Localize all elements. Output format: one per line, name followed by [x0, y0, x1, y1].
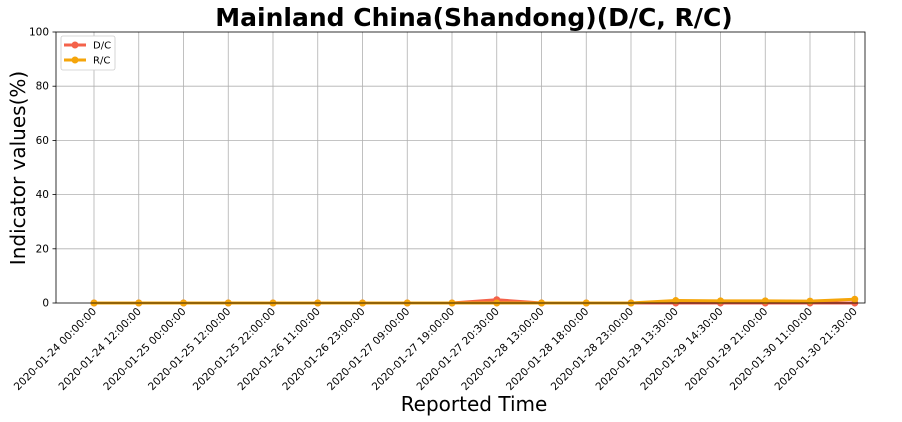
chart-title: Mainland China(Shandong)(D/C, R/C) — [215, 3, 732, 32]
x-tick-label: 2020-01-29 14:30:00 — [638, 306, 725, 393]
plot-frame — [55, 31, 866, 304]
x-tick-label: 2020-01-28 13:00:00 — [459, 306, 546, 393]
legend-label-r-c: R/C — [93, 56, 110, 67]
x-tick-label: 2020-01-28 18:00:00 — [504, 306, 591, 393]
x-tick-label: 2020-01-25 22:00:00 — [191, 306, 278, 393]
x-tick-label: 2020-01-27 20:30:00 — [415, 306, 502, 393]
x-tick-label: 2020-01-29 21:00:00 — [683, 306, 770, 393]
point-r-c — [806, 297, 814, 305]
x-axis-label: Reported Time — [401, 392, 548, 416]
y-tick-label: 40 — [36, 189, 49, 201]
x-tick-label: 2020-01-24 00:00:00 — [12, 306, 99, 393]
point-r-c — [672, 297, 680, 305]
series-group — [90, 295, 859, 307]
point-r-c — [851, 295, 859, 303]
x-tick-label: 2020-01-29 13:30:00 — [594, 306, 681, 393]
y-tick-label: 80 — [36, 81, 49, 93]
y-tick-label: 20 — [36, 243, 49, 255]
legend: D/C R/C — [60, 35, 116, 71]
legend-marker-d-c — [71, 41, 79, 49]
point-r-c — [761, 297, 769, 305]
x-tick-label: 2020-01-26 11:00:00 — [236, 306, 323, 393]
grid — [56, 32, 865, 303]
x-tick-label: 2020-01-30 11:00:00 — [728, 306, 815, 393]
y-tick-label: 0 — [42, 298, 49, 310]
x-tick-label: 2020-01-25 00:00:00 — [101, 306, 188, 393]
y-axis-label: Indicator values(%) — [6, 71, 30, 265]
point-r-c — [717, 297, 724, 305]
x-tick-label: 2020-01-25 12:00:00 — [146, 306, 233, 393]
x-tick-label: 2020-01-28 23:00:00 — [549, 306, 636, 393]
legend-label-d-c: D/C — [93, 41, 111, 52]
y-tick-label: 60 — [36, 135, 49, 147]
x-tick-label: 2020-01-26 23:00:00 — [280, 306, 367, 393]
x-tick-label: 2020-01-30 21:30:00 — [773, 306, 860, 393]
x-tick-label: 2020-01-27 09:00:00 — [325, 306, 412, 393]
x-tick-label: 2020-01-24 12:00:00 — [57, 306, 144, 393]
y-ticks: 0 20 40 60 80 100 — [29, 27, 56, 310]
y-tick-label: 100 — [29, 27, 49, 39]
legend-marker-r-c — [71, 56, 79, 64]
x-tick-label: 2020-01-27 19:00:00 — [370, 306, 457, 393]
